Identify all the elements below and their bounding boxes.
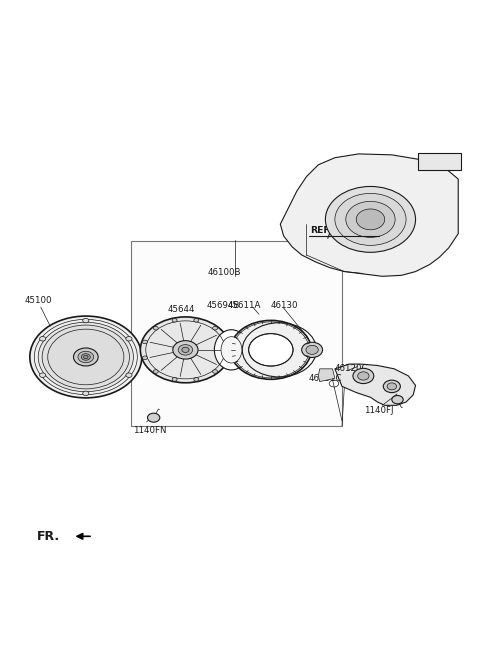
Ellipse shape: [215, 330, 249, 370]
Ellipse shape: [73, 348, 98, 366]
Ellipse shape: [335, 193, 406, 245]
Ellipse shape: [356, 209, 384, 230]
Text: REF.43-452B: REF.43-452B: [310, 225, 375, 235]
Ellipse shape: [306, 346, 318, 354]
Ellipse shape: [39, 373, 46, 377]
Polygon shape: [280, 154, 458, 277]
Ellipse shape: [325, 187, 416, 252]
Text: 45100: 45100: [24, 296, 52, 305]
Ellipse shape: [38, 322, 133, 392]
Ellipse shape: [126, 373, 132, 377]
Ellipse shape: [42, 325, 130, 389]
Text: 46130: 46130: [271, 301, 299, 310]
Text: 46131C: 46131C: [309, 374, 342, 383]
Polygon shape: [131, 240, 342, 426]
Ellipse shape: [153, 370, 158, 373]
Ellipse shape: [84, 355, 88, 359]
Ellipse shape: [143, 340, 147, 344]
Ellipse shape: [83, 318, 89, 323]
Ellipse shape: [78, 351, 94, 363]
Ellipse shape: [221, 336, 242, 363]
Ellipse shape: [153, 327, 158, 330]
Ellipse shape: [30, 316, 142, 398]
Ellipse shape: [387, 383, 396, 390]
Ellipse shape: [173, 340, 198, 359]
Text: 1140FJ: 1140FJ: [364, 405, 394, 415]
Polygon shape: [335, 364, 416, 405]
Ellipse shape: [353, 369, 374, 384]
Ellipse shape: [213, 327, 217, 330]
Ellipse shape: [249, 334, 293, 366]
Ellipse shape: [178, 344, 192, 355]
Ellipse shape: [39, 336, 46, 341]
Ellipse shape: [140, 317, 230, 383]
Ellipse shape: [194, 319, 199, 322]
Ellipse shape: [224, 340, 228, 344]
Ellipse shape: [126, 336, 132, 341]
Ellipse shape: [224, 356, 228, 359]
Ellipse shape: [358, 372, 369, 380]
Ellipse shape: [392, 396, 403, 404]
Text: 46100B: 46100B: [207, 269, 241, 277]
Ellipse shape: [83, 391, 89, 396]
Text: 45611A: 45611A: [227, 301, 261, 310]
Text: 45694B: 45694B: [207, 301, 240, 310]
Polygon shape: [418, 153, 461, 170]
Ellipse shape: [172, 319, 177, 322]
Ellipse shape: [182, 347, 189, 353]
Ellipse shape: [301, 342, 323, 357]
Ellipse shape: [147, 413, 160, 422]
Ellipse shape: [384, 380, 400, 393]
Ellipse shape: [194, 378, 199, 381]
Polygon shape: [318, 369, 335, 382]
Ellipse shape: [213, 370, 217, 373]
Text: 46120C: 46120C: [335, 365, 368, 373]
Text: FR.: FR.: [37, 530, 60, 543]
Text: 45644: 45644: [168, 305, 195, 314]
Ellipse shape: [232, 322, 309, 378]
Ellipse shape: [48, 329, 124, 385]
Text: 1140FN: 1140FN: [133, 426, 167, 435]
Ellipse shape: [346, 201, 395, 237]
Ellipse shape: [172, 378, 177, 381]
Ellipse shape: [81, 353, 90, 360]
Ellipse shape: [143, 356, 147, 359]
